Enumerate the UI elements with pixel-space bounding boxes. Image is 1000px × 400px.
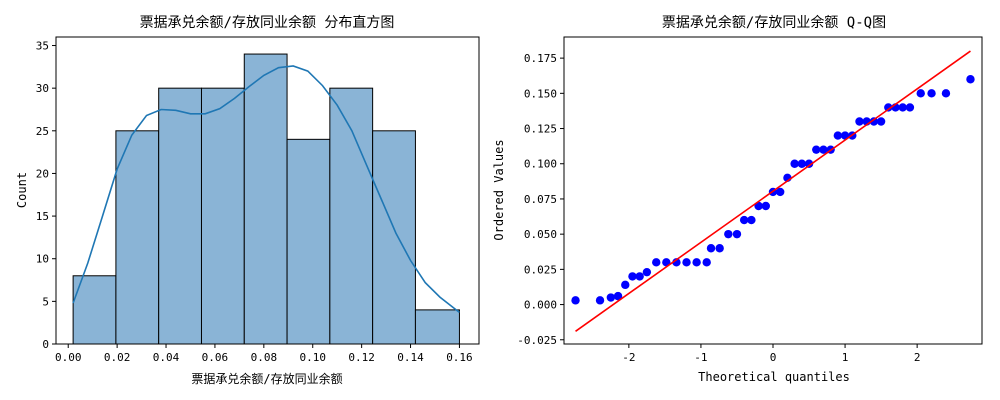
histogram-bar-4	[243, 53, 288, 345]
histogram-y-ticks: 0 5 10 15 20 25 30 35	[36, 40, 56, 351]
qq-point-44	[941, 89, 951, 98]
qq-point-18	[739, 215, 749, 225]
qq-point-1	[595, 296, 605, 305]
qq-x-tick-label-2: 0	[770, 351, 777, 364]
histogram-bar-5	[286, 138, 331, 345]
qq-x-axis-label: Theoretical quantiles	[698, 370, 850, 384]
qq-point-16	[724, 229, 733, 239]
qq-y-tick-label-6: 0.125	[524, 123, 557, 136]
histogram-title: 票据承兑余额/存放同业余额 分布直方图	[140, 14, 395, 31]
histogram-panel: 票据承兑余额/存放同业余额 分布直方图 0.00 0.02 0.04 0.06 0.08…	[15, 14, 480, 386]
qq-point-38	[884, 103, 893, 112]
histogram-y-tick-label-1: 5	[42, 295, 49, 308]
histogram-bars	[72, 53, 460, 345]
qq-fit-line	[575, 50, 971, 332]
qq-point-43	[927, 89, 936, 98]
qq-x-tick-label-0: -2	[622, 351, 635, 364]
qq-x-tick-label-3: 1	[842, 351, 849, 364]
qq-point-6	[635, 272, 644, 281]
qq-point-17	[732, 229, 742, 239]
qq-y-tick-label-2: 0.025	[524, 263, 557, 276]
kde-curve	[72, 65, 460, 314]
qq-y-tick-label-5: 0.100	[524, 158, 557, 171]
histogram-x-tick-label-4: 0.08	[251, 351, 278, 364]
qq-point-14	[706, 244, 716, 253]
qq-point-36	[869, 117, 879, 126]
qq-point-42	[916, 89, 925, 98]
qq-point-5	[628, 272, 637, 281]
qq-point-29	[819, 145, 828, 154]
qq-point-8	[652, 258, 661, 267]
histogram-x-tick-label-5: 0.10	[299, 351, 326, 364]
qq-y-tick-label-0: -0.025	[517, 334, 557, 347]
histogram-y-tick-label-3: 15	[36, 210, 49, 223]
histogram-x-tick-label-2: 0.04	[153, 351, 180, 364]
histogram-y-tick-label-6: 30	[36, 82, 49, 95]
qq-point-31	[833, 131, 843, 140]
qq-point-12	[692, 258, 701, 267]
histogram-x-tick-label-8: 0.16	[446, 351, 473, 364]
histogram-x-tick-label-6: 0.12	[348, 351, 375, 364]
qq-point-40	[898, 103, 907, 112]
histogram-y-tick-label-2: 10	[36, 253, 49, 266]
histogram-y-tick-label-5: 25	[36, 125, 49, 138]
histogram-bar-1	[115, 130, 160, 345]
qq-point-23	[776, 187, 785, 197]
histogram-y-tick-label-0: 0	[42, 338, 49, 351]
histogram-x-tick-label-7: 0.14	[397, 351, 424, 364]
qq-y-tick-label-7: 0.150	[524, 87, 557, 100]
histogram-y-tick-label-4: 20	[36, 167, 49, 180]
qq-point-19	[747, 215, 756, 225]
histogram-y-axis-label: Count	[15, 172, 29, 208]
histogram-axes-frame	[55, 36, 480, 345]
qq-point-45	[966, 75, 975, 84]
qq-point-25	[790, 159, 799, 168]
qq-y-tick-label-1: 0.000	[524, 299, 557, 312]
histogram-x-tick-label-1: 0.02	[104, 351, 131, 364]
qq-point-27	[804, 159, 814, 168]
histogram-bar-2	[158, 87, 202, 345]
histogram-bar-6	[329, 87, 374, 345]
histogram-x-tick-label-0: 0.00	[55, 351, 82, 364]
qq-y-ticks: -0.025 0.000 0.025 0.050 0.075 0.100 0.125 0.15…	[517, 52, 564, 347]
qq-point-37	[876, 117, 886, 126]
qq-point-7	[642, 267, 652, 277]
histogram-bar-7	[372, 130, 416, 345]
qq-point-34	[855, 117, 864, 126]
qq-points	[571, 75, 975, 305]
qq-point-3	[613, 291, 623, 301]
qq-point-10	[672, 258, 681, 267]
qq-point-41	[905, 103, 915, 112]
qq-panel: 票据承兑余额/存放同业余额 Q-Q图 -2 -1 0 1 2 -0.025 0.000 0.…	[492, 14, 983, 384]
qq-point-13	[702, 258, 711, 267]
histogram-bar-0	[72, 275, 117, 345]
histogram-x-axis-label: 票据承兑余额/存放同业余额	[191, 371, 342, 386]
histogram-y-tick-label-7: 35	[36, 40, 49, 53]
qq-y-tick-label-4: 0.075	[524, 193, 557, 206]
qq-point-15	[715, 244, 724, 253]
qq-point-28	[812, 145, 821, 154]
qq-x-tick-label-1: -1	[694, 351, 707, 364]
histogram-x-ticks: 0.00 0.02 0.04 0.06 0.08 0.10 0.12 0.14 0.16	[55, 344, 473, 364]
histogram-x-tick-label-3: 0.06	[202, 351, 229, 364]
qq-title: 票据承兑余额/存放同业余额 Q-Q图	[662, 14, 886, 31]
qq-y-tick-label-3: 0.050	[524, 228, 557, 241]
qq-x-ticks: -2 -1 0 1 2	[622, 344, 920, 364]
histogram-bar-8	[414, 309, 460, 345]
qq-point-2	[606, 293, 616, 302]
qq-y-tick-label-8: 0.175	[524, 52, 557, 65]
qq-y-axis-label: Ordered Values	[492, 139, 506, 240]
qq-point-21	[761, 201, 770, 211]
qq-point-4	[621, 280, 630, 290]
qq-point-0	[571, 296, 580, 305]
qq-point-26	[797, 159, 807, 168]
qq-point-11	[682, 258, 691, 267]
histogram-bar-3	[200, 87, 245, 345]
qq-x-tick-label-4: 2	[914, 351, 921, 364]
